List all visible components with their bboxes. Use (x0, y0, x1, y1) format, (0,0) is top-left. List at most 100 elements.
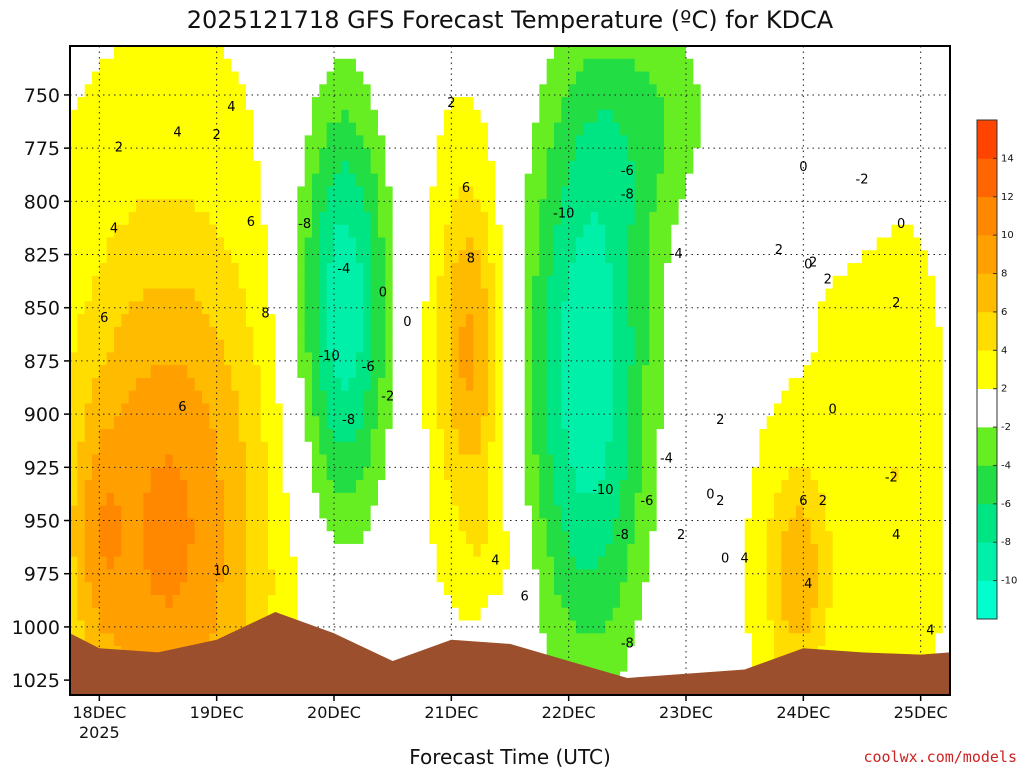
field-cell (634, 58, 643, 73)
field-cell (693, 429, 702, 443)
field-cell (444, 492, 452, 507)
field-cell (385, 467, 394, 481)
field-cell (334, 377, 342, 392)
field-cell (686, 403, 694, 417)
field-cell (407, 480, 416, 494)
field-cell (502, 467, 511, 481)
field-cell (194, 84, 203, 98)
field-cell (312, 492, 320, 507)
field-cell (649, 569, 658, 583)
field-cell (781, 288, 790, 302)
field-cell (70, 199, 78, 213)
field-cell (774, 224, 782, 239)
field-cell (590, 314, 599, 328)
field-cell (737, 58, 746, 73)
field-cell (444, 199, 452, 213)
field-cell (99, 186, 108, 200)
field-cell (194, 467, 203, 481)
field-cell (774, 569, 782, 583)
field-cell (356, 263, 364, 277)
field-cell (165, 314, 174, 328)
field-cell (136, 275, 144, 290)
field-cell (737, 250, 746, 264)
field-cell (282, 505, 291, 519)
field-cell (532, 531, 540, 545)
field-cell (693, 97, 702, 111)
field-cell (99, 416, 108, 430)
field-cell (517, 173, 526, 188)
field-cell (378, 314, 386, 328)
field-cell (451, 109, 460, 124)
field-cell (737, 646, 746, 660)
field-cell (99, 237, 108, 251)
field-cell (319, 148, 328, 162)
field-cell (480, 441, 489, 456)
field-cell (590, 556, 599, 571)
field-cell (326, 531, 335, 545)
field-cell (436, 620, 445, 634)
field-cell (488, 543, 496, 558)
field-cell (77, 84, 86, 98)
field-cell (561, 467, 570, 481)
field-cell (407, 97, 416, 111)
field-cell (488, 237, 496, 251)
field-cell (407, 429, 416, 443)
field-cell (260, 556, 269, 571)
field-cell (605, 97, 614, 111)
field-cell (502, 109, 511, 124)
field-cell (700, 97, 709, 111)
field-cell (304, 288, 313, 302)
field-cell (158, 454, 166, 468)
field-cell (231, 263, 240, 277)
field-cell (216, 492, 225, 507)
field-cell (568, 633, 577, 647)
field-cell (370, 531, 379, 545)
field-cell (407, 352, 416, 366)
field-cell (708, 416, 716, 430)
field-cell (334, 173, 342, 188)
field-cell (216, 84, 225, 98)
field-cell (510, 480, 518, 494)
field-cell (348, 594, 357, 609)
field-cell (473, 416, 482, 430)
field-cell (290, 569, 298, 583)
field-cell (70, 480, 78, 494)
field-cell (612, 658, 621, 673)
field-cell (121, 505, 130, 519)
field-cell (275, 135, 284, 149)
field-cell (304, 505, 313, 519)
field-cell (99, 58, 108, 73)
field-cell (202, 224, 210, 239)
field-cell (216, 46, 225, 60)
field-cell (620, 263, 628, 277)
field-cell (407, 122, 416, 136)
field-cell (495, 429, 504, 443)
field-cell (128, 429, 137, 443)
field-cell (224, 58, 232, 73)
field-cell (715, 505, 724, 519)
field-cell (576, 46, 584, 60)
field-cell (766, 199, 775, 213)
field-cell (400, 301, 408, 315)
field-cell (114, 480, 122, 494)
field-cell (656, 569, 665, 583)
field-cell (114, 531, 122, 545)
field-cell (561, 607, 570, 622)
field-cell (730, 199, 738, 213)
field-cell (561, 122, 570, 136)
field-cell (568, 84, 577, 98)
field-cell (554, 365, 562, 379)
field-cell (649, 531, 658, 545)
field-cell (275, 441, 284, 456)
field-cell (473, 71, 482, 85)
field-cell (436, 467, 445, 481)
field-cell (400, 352, 408, 366)
field-cell (326, 148, 335, 162)
field-cell (231, 492, 240, 507)
field-cell (246, 505, 254, 519)
field-cell (312, 250, 320, 264)
field-cell (356, 441, 364, 456)
field-cell (722, 377, 731, 392)
field-cell (290, 301, 298, 315)
field-cell (194, 339, 203, 354)
